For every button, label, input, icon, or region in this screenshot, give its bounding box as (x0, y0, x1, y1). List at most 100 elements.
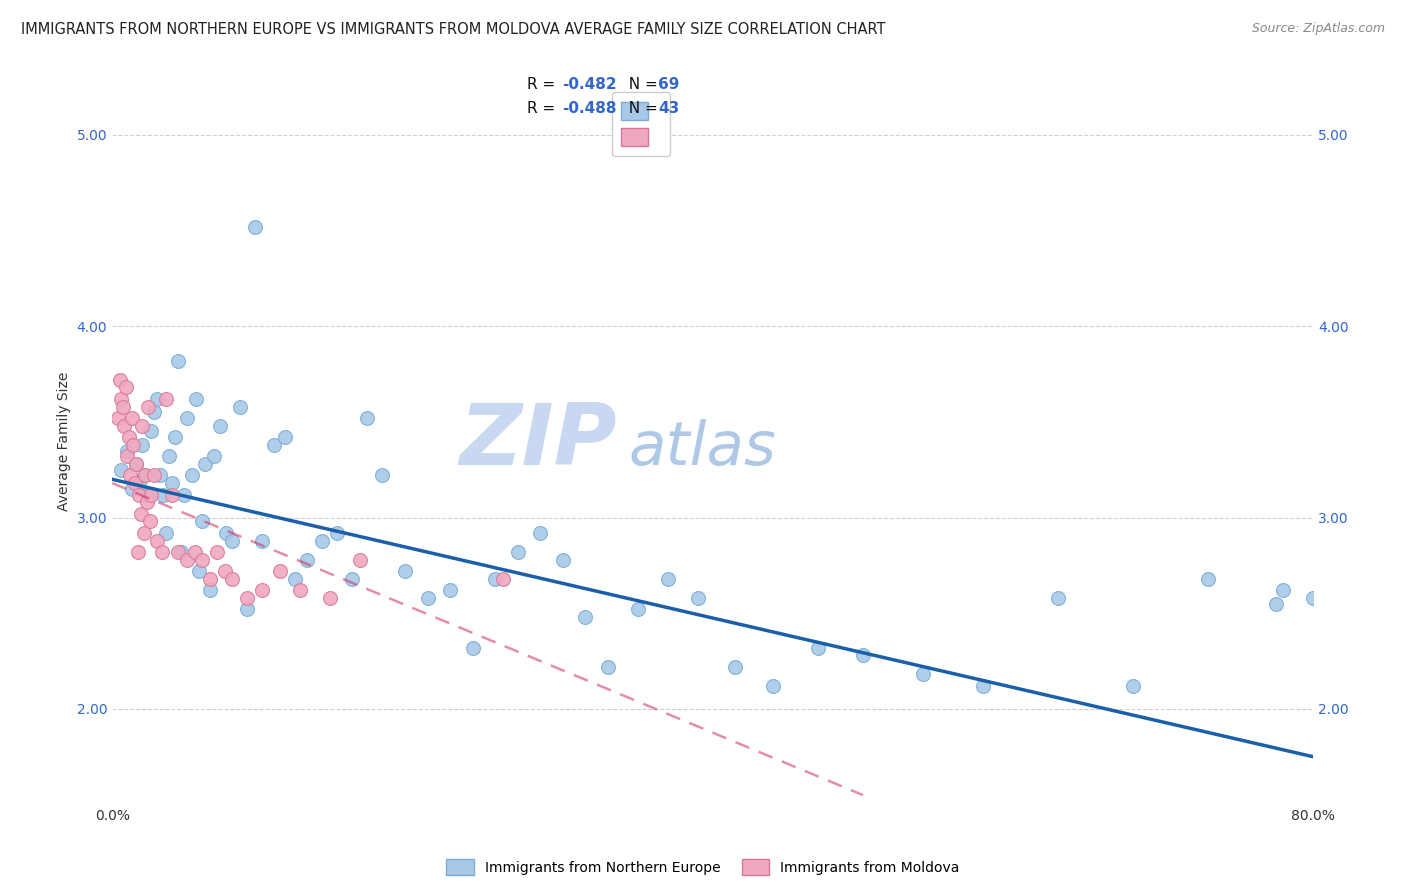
Point (176, 552, 198, 566)
Point (110, 463, 132, 477)
Point (627, 602, 650, 616)
Point (202, 450, 225, 464)
Point (143, 405, 166, 419)
Point (141, 487, 163, 501)
Point (152, 487, 174, 501)
Text: R =: R = (527, 102, 561, 116)
Point (274, 430, 297, 444)
Point (207, 545, 229, 559)
Point (252, 583, 274, 598)
Point (551, 552, 574, 566)
Point (107, 411, 129, 425)
Legend: , : , (612, 93, 669, 155)
Point (288, 583, 311, 598)
Point (297, 552, 319, 566)
Point (188, 564, 211, 578)
Text: Source: ZipAtlas.com: Source: ZipAtlas.com (1251, 22, 1385, 36)
Point (149, 468, 172, 483)
Point (439, 583, 461, 598)
Point (146, 533, 169, 548)
Point (127, 545, 149, 559)
Point (221, 533, 243, 548)
Point (131, 438, 153, 452)
Point (198, 583, 221, 598)
Point (252, 533, 274, 548)
Point (112, 418, 135, 433)
Point (394, 564, 416, 578)
Point (124, 476, 146, 491)
Text: -0.482: -0.482 (562, 78, 617, 92)
Point (243, 219, 266, 234)
Point (1047, 591, 1070, 605)
Point (852, 648, 875, 663)
Point (215, 525, 238, 540)
Point (214, 564, 236, 578)
Point (186, 392, 208, 406)
Text: ZIP: ZIP (460, 400, 617, 483)
Point (198, 572, 221, 586)
Point (129, 507, 152, 521)
Point (221, 572, 243, 586)
Point (155, 392, 177, 406)
Point (1197, 572, 1219, 586)
Point (356, 411, 378, 425)
Point (326, 525, 349, 540)
Point (150, 545, 173, 559)
Point (134, 468, 156, 483)
Point (121, 411, 143, 425)
Point (724, 660, 747, 674)
Text: -0.488: -0.488 (562, 102, 617, 116)
Point (157, 450, 180, 464)
Point (162, 487, 184, 501)
Point (342, 572, 364, 586)
Point (263, 438, 285, 452)
Point (128, 487, 150, 501)
Point (506, 545, 529, 559)
Point (972, 679, 994, 693)
Point (170, 545, 193, 559)
Point (574, 610, 596, 624)
Text: IMMIGRANTS FROM NORTHERN EUROPE VS IMMIGRANTS FROM MOLDOVA AVERAGE FAMILY SIZE C: IMMIGRANTS FROM NORTHERN EUROPE VS IMMIG… (21, 22, 886, 37)
Point (146, 392, 169, 406)
Point (191, 515, 214, 529)
Text: R =: R = (527, 78, 561, 92)
Point (1302, 591, 1324, 605)
Point (125, 457, 148, 471)
Point (529, 525, 551, 540)
Point (165, 430, 187, 444)
Point (371, 468, 394, 483)
Point (143, 468, 166, 483)
Text: atlas: atlas (628, 419, 776, 478)
Point (686, 591, 709, 605)
Point (131, 418, 153, 433)
Point (180, 468, 202, 483)
Point (139, 515, 162, 529)
Point (284, 572, 307, 586)
Text: N =: N = (619, 78, 662, 92)
Point (194, 457, 217, 471)
Legend: Immigrants from Northern Europe, Immigrants from Moldova: Immigrants from Northern Europe, Immigra… (440, 854, 966, 880)
Point (236, 602, 259, 616)
Point (125, 457, 148, 471)
Point (319, 591, 342, 605)
Point (141, 425, 163, 439)
Text: 43: 43 (658, 102, 679, 116)
Point (114, 380, 136, 394)
Point (657, 572, 679, 586)
Point (209, 418, 232, 433)
Text: 69: 69 (658, 78, 679, 92)
Point (121, 482, 143, 496)
Point (596, 660, 619, 674)
Point (120, 468, 142, 483)
Point (162, 476, 184, 491)
Point (118, 430, 141, 444)
Point (461, 640, 484, 655)
Point (110, 392, 132, 406)
Point (269, 564, 291, 578)
Point (491, 572, 513, 586)
Point (311, 533, 333, 548)
Point (167, 353, 190, 368)
Point (136, 400, 159, 414)
Point (167, 545, 190, 559)
Point (807, 640, 830, 655)
